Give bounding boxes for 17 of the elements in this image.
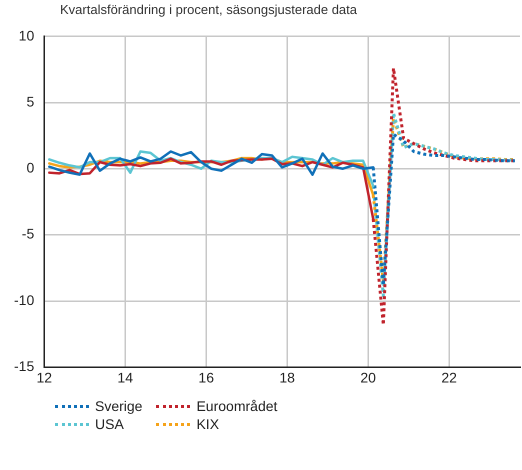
- chart-subtitle: Kvartalsförändring i procent, säsongsjusterade data: [59, 1, 358, 18]
- y-tick-label: -15: [14, 358, 34, 374]
- legend-label: Euroområdet: [196, 398, 278, 414]
- legend-label: Sverige: [95, 398, 142, 414]
- x-tick-label: 14: [117, 369, 134, 386]
- y-tick-label: 0: [26, 160, 34, 176]
- x-tick-label: 22: [441, 369, 458, 386]
- legend-label: KIX: [196, 416, 220, 432]
- y-tick-label: 10: [18, 27, 34, 44]
- y-tick-label: -10: [14, 292, 34, 308]
- y-tick-label: -5: [22, 226, 34, 242]
- y-tick-label: 5: [26, 93, 34, 110]
- legend-label: USA: [95, 416, 124, 432]
- x-tick-label: 18: [279, 369, 296, 386]
- x-tick-label: 12: [36, 369, 52, 386]
- x-tick-label: 16: [198, 369, 214, 386]
- x-tick-label: 20: [360, 369, 376, 386]
